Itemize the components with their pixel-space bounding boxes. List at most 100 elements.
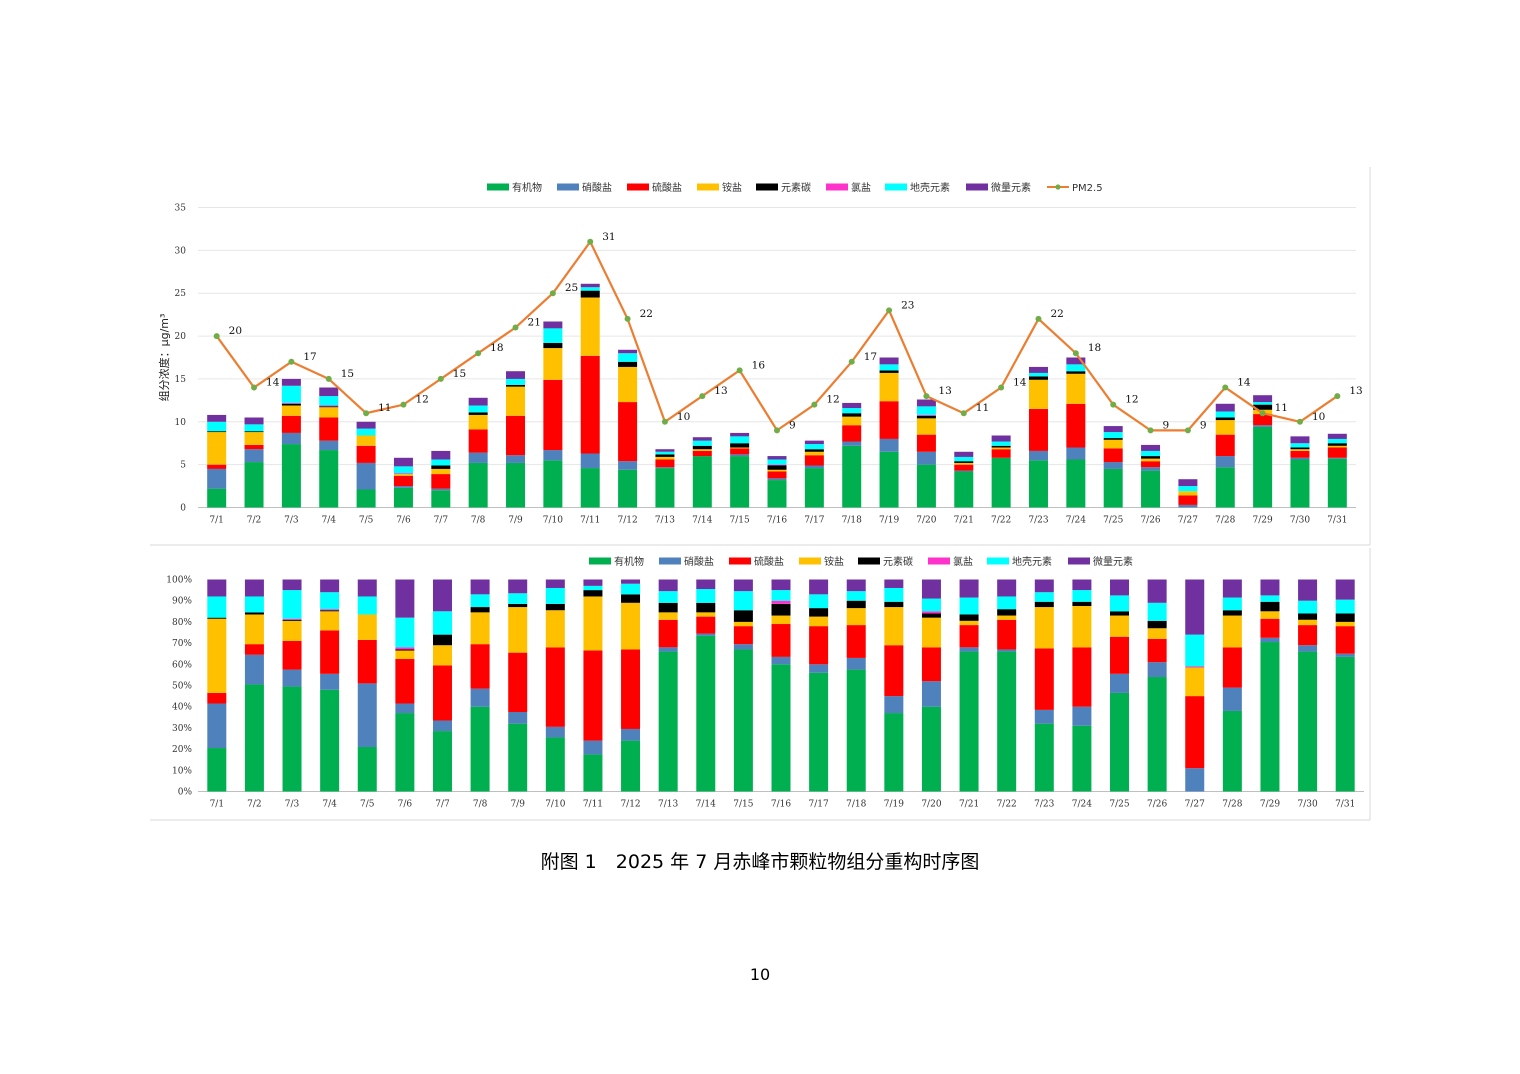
chart2-x-tick-label: 7/28 — [1222, 800, 1242, 810]
chart2-x-tick-label: 7/9 — [510, 800, 525, 810]
chart2-bar-segment — [395, 650, 415, 659]
legend-swatch-2 — [557, 183, 579, 191]
chart1-bar-segment — [879, 438, 899, 452]
chart2-bar-segment — [1222, 710, 1242, 792]
chart1-y-tick-label: 20 — [175, 332, 187, 342]
chart1-bar-segment — [207, 431, 227, 433]
chart2-x-tick-label: 7/11 — [583, 800, 603, 810]
chart1-bar-segment — [393, 474, 413, 476]
chart2-bar-segment — [959, 579, 979, 598]
chart2-bar-segment — [395, 617, 415, 648]
chart1-bar-segment — [356, 489, 376, 508]
chart1-x-tick-label: 7/24 — [1066, 516, 1086, 526]
chart1-x-tick-label: 7/5 — [359, 516, 374, 526]
chart1-bar-segment — [580, 355, 600, 454]
chart2-bar-segment — [1034, 709, 1054, 724]
chart1-pm25-marker — [1296, 418, 1303, 425]
chart1-bar-segment — [431, 474, 451, 489]
chart1-bar-segment — [1028, 366, 1048, 373]
chart2-bar-segment — [771, 615, 791, 625]
chart2-y-tick-label: 40% — [172, 703, 192, 713]
chart2-bar-segment — [282, 590, 302, 619]
chart1-bar-segment — [1290, 447, 1310, 450]
chart1-pm25-marker — [1147, 427, 1154, 434]
chart1-bar-segment — [319, 406, 339, 408]
chart1-pm25-data-label: 18 — [1088, 342, 1101, 354]
chart1-bar-segment — [1253, 425, 1273, 427]
chart2-bar-segment — [508, 593, 528, 604]
chart2-bar-segment — [583, 740, 603, 755]
chart2-bar-segment — [244, 684, 264, 792]
chart1-bar-segment — [842, 416, 862, 426]
chart2-bar-segment — [282, 669, 302, 687]
chart2-bar-segment — [207, 703, 227, 749]
legend-label-8: 微量元素 — [991, 181, 1031, 194]
chart1-bar-segment — [655, 456, 675, 460]
chart1-bar-segment — [431, 450, 451, 460]
legend-swatch-5 — [858, 557, 880, 565]
chart1-bar-segment — [1327, 445, 1347, 448]
chart2-bar-segment — [621, 583, 641, 595]
chart1-bar-segment — [356, 421, 376, 429]
chart2-bar-segment — [282, 620, 302, 641]
chart2-bar-segment — [1298, 619, 1318, 626]
chart1-pm25-marker — [1110, 401, 1117, 408]
chart1-x-tick-label: 7/12 — [617, 516, 637, 526]
chart1-bar-segment — [207, 414, 227, 422]
chart1-pm25-marker — [624, 315, 631, 322]
chart2-bar-segment — [1335, 656, 1355, 792]
chart1-bar-segment — [506, 462, 526, 508]
chart2-y-tick-label: 50% — [172, 682, 192, 692]
chart2-bar-segment — [1110, 579, 1130, 596]
chart2-bar-segment — [997, 651, 1017, 792]
chart1-bar-segment — [767, 480, 787, 508]
chart1-bar-segment — [1215, 434, 1235, 457]
chart1-bar-segment — [1215, 467, 1235, 508]
chart2-bar-segment — [1260, 642, 1280, 792]
chart2-bar-segment — [244, 596, 264, 613]
chart2-bar-segment — [921, 598, 941, 612]
chart1-pm25-data-label: 18 — [490, 342, 503, 354]
legend-label-1: 有机物 — [614, 555, 644, 568]
chart2-x-tick-label: 7/14 — [696, 800, 716, 810]
chart1-x-tick-label: 7/25 — [1103, 516, 1123, 526]
chart1-bar-segment — [244, 462, 264, 508]
chart1-bar-segment — [580, 287, 600, 291]
chart2-bar-segment — [846, 608, 866, 626]
chart1-bar-segment — [692, 440, 712, 446]
chart1-bar-segment — [281, 444, 301, 508]
chart1-pm25-data-label: 31 — [602, 231, 615, 243]
chart2-bar-segment — [320, 689, 340, 792]
legend-label-6: 氯盐 — [851, 181, 871, 194]
legend-swatch-6 — [826, 183, 848, 191]
chart1-pm25-data-label: 20 — [229, 325, 242, 337]
chart1-pm25-marker — [774, 427, 780, 434]
chart1-bar-segment — [543, 450, 563, 461]
chart2-bar-segment — [1110, 692, 1130, 792]
chart1-bar-segment — [1103, 448, 1123, 463]
chart2-bar-segment — [621, 649, 641, 729]
chart1-x-tick-label: 7/14 — [692, 516, 712, 526]
chart2-bar-segment — [696, 633, 716, 636]
chart1-bar-segment — [1327, 447, 1347, 458]
chart1-bar-segment — [431, 459, 451, 466]
chart1-bar-segment — [991, 435, 1011, 442]
chart1-x-tick-label: 7/28 — [1215, 516, 1235, 526]
chart2-y-tick-label: 20% — [172, 745, 192, 755]
chart2-bar-segment — [1260, 601, 1280, 612]
chart1-bar-segment — [1253, 404, 1273, 410]
chart1-bar-segment — [207, 488, 227, 508]
chart1-bar-segment — [692, 456, 712, 508]
chart1-pm25-marker — [923, 393, 930, 400]
legend-label-6: 氯盐 — [953, 555, 973, 568]
chart1-bar-segment — [1327, 433, 1347, 439]
chart2-bar-segment — [621, 740, 641, 792]
chart1-bar-segment — [393, 457, 413, 467]
chart1-bar-segment — [692, 449, 712, 451]
chart1-bar-segment — [244, 424, 264, 432]
chart2-bar-segment — [658, 647, 678, 652]
chart1-bar-segment — [692, 445, 712, 450]
chart2-bar-segment — [696, 589, 716, 603]
chart1-bar-segment — [1178, 491, 1198, 496]
chart2-bar-segment — [508, 712, 528, 724]
